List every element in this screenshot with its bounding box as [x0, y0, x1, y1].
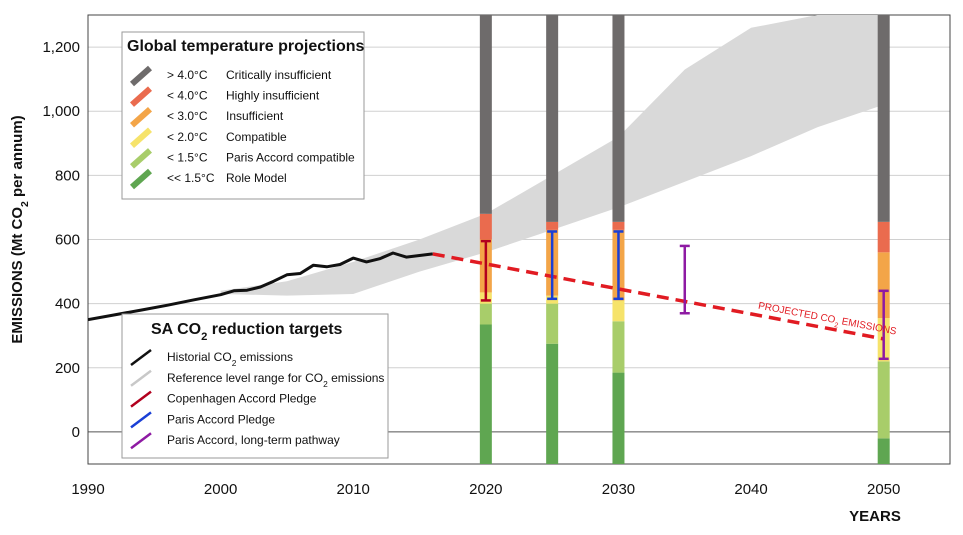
target-range-bar [613, 230, 624, 301]
legend-temperature-swatch [130, 65, 152, 87]
legend-temperature: Global temperature projections > 4.0°C Cri… [121, 31, 365, 200]
temperature-bar-segment [612, 15, 625, 222]
legend-temperature-title: Global temperature projections [127, 38, 364, 55]
x-tick-label: 2040 [734, 481, 767, 498]
legend-temperature-box [121, 31, 365, 200]
temperature-bar-segment [546, 303, 559, 344]
legend-targets-title: SA CO2 reduction targets [151, 321, 343, 343]
y-axis-title: EMISSIONS (Mt CO2 per annum) [9, 115, 31, 343]
legend-temperature-swatch [130, 86, 152, 107]
legend-temperature-swatch [130, 148, 152, 169]
legend-temperature-threshold: << 1.5°C [167, 171, 215, 185]
legend-targets-label: Reference level range for CO2 emissions [167, 371, 384, 389]
legend-temperature-label: Role Model [226, 171, 287, 185]
x-tick-label: 2030 [602, 481, 635, 498]
legend-targets-label: Paris Accord, long-term pathway [167, 433, 340, 447]
legend-targets-swatch [130, 349, 152, 366]
temperature-bar-segment [612, 321, 625, 373]
y-tick-label: 600 [55, 232, 80, 249]
temperature-bar-segment [877, 252, 890, 319]
legend-temperature-swatch [130, 168, 152, 190]
target-range-bar [547, 230, 558, 301]
temperature-bar-segment [546, 15, 559, 222]
x-tick-label: 1990 [71, 481, 104, 498]
legend-temperature-label: Compatible [226, 130, 287, 144]
legend-temperature-swatch [130, 127, 152, 149]
legend-temperature-threshold: < 2.0°C [167, 130, 208, 144]
legend-temperature-swatch [130, 106, 152, 128]
legend-temperature-threshold: < 1.5°C [167, 150, 208, 164]
legend-targets: SA CO2 reduction targets Historial CO2 em… [121, 313, 389, 459]
temperature-bar-segment [877, 438, 890, 464]
legend-temperature-threshold: < 3.0°C [167, 109, 208, 123]
target-range-bar [878, 289, 889, 361]
legend-temperature-label: Paris Accord compatible [226, 150, 355, 164]
temperature-bar-segment [877, 221, 890, 253]
legend-targets-label: Paris Accord Pledge [167, 412, 275, 426]
x-tick-label: 2050 [867, 481, 900, 498]
temperature-bar-segment [612, 221, 625, 230]
x-tick-label: 2010 [337, 481, 370, 498]
projected-emissions-line [432, 252, 885, 341]
legend-temperature-label: Insufficient [226, 109, 284, 123]
y-tick-label: 800 [55, 167, 80, 184]
y-tick-label: 400 [55, 296, 80, 313]
legend-temperature-label: Highly insufficient [226, 89, 320, 103]
target-range-bar [480, 239, 491, 302]
legend-targets-swatch [130, 390, 152, 408]
legend-temperature-threshold: > 4.0°C [167, 68, 208, 82]
legend-targets-swatch [130, 411, 152, 429]
temperature-bar-segment [479, 303, 492, 325]
x-axis-title: YEARS [849, 508, 901, 525]
temperature-bar-segment [612, 372, 625, 464]
temperature-bar-segment [479, 213, 492, 240]
temperature-bar-segment [546, 343, 559, 464]
legend-targets-swatch [130, 369, 152, 387]
legend-targets-label: Historial CO2 emissions [167, 350, 293, 368]
temperature-bar-segment [877, 361, 890, 439]
y-tick-label: 200 [55, 360, 80, 377]
reference-range-band [220, 15, 884, 296]
x-tick-label: 2020 [469, 481, 502, 498]
y-tick-label: 0 [72, 424, 80, 441]
temperature-bar-segment [877, 15, 890, 222]
plot-layer [88, 15, 890, 464]
legend-targets-label: Copenhagen Accord Pledge [167, 392, 317, 406]
temperature-bar-segment [479, 15, 492, 214]
plot-frame [87, 14, 951, 465]
temperature-bar-segment [479, 324, 492, 464]
legend-targets-box [121, 313, 389, 459]
temperature-bar-segment [612, 300, 625, 322]
legend-targets-swatch [130, 432, 152, 450]
legend-temperature-label: Critically insufficient [226, 68, 332, 82]
target-range-bar [679, 244, 690, 315]
y-tick-label: 1,000 [42, 103, 80, 120]
x-tick-label: 2000 [204, 481, 237, 498]
y-tick-label: 1,200 [42, 39, 80, 56]
legend-temperature-threshold: < 4.0°C [167, 89, 208, 103]
historical-emissions-line [88, 251, 433, 322]
temperature-bar-segment [546, 221, 559, 230]
